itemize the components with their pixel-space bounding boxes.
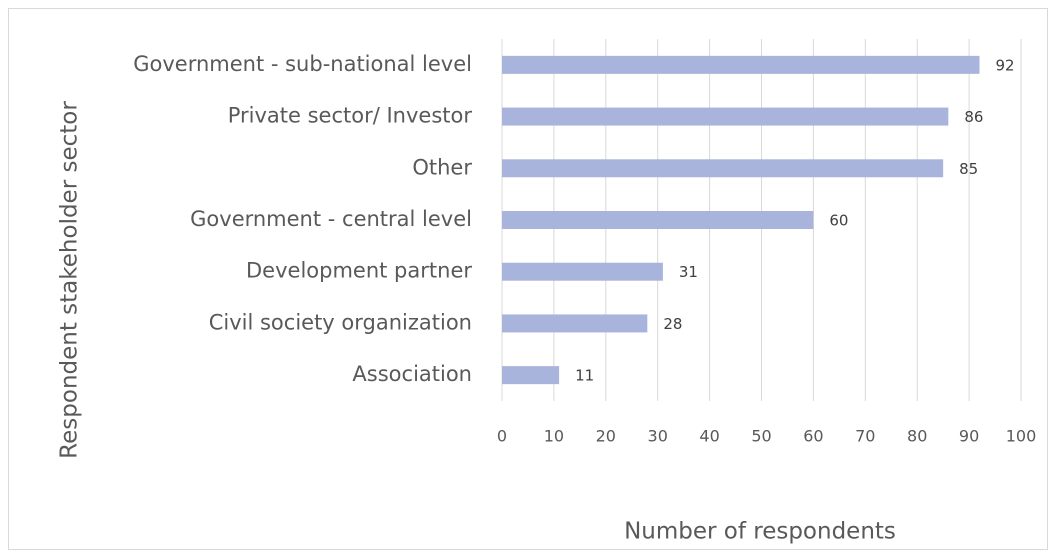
bar <box>502 55 980 74</box>
x-tick-label: 0 <box>497 427 507 446</box>
x-tick-label: 30 <box>648 427 668 446</box>
x-tick-label: 90 <box>959 427 979 446</box>
data-label: 85 <box>959 160 978 178</box>
y-tick-label: Other <box>412 155 472 179</box>
bar <box>502 366 560 385</box>
data-label: 11 <box>575 367 594 385</box>
x-tick-label: 20 <box>596 427 616 446</box>
y-tick-label: Government - sub-national level <box>133 52 472 76</box>
bar <box>502 159 944 178</box>
x-tick-label: 10 <box>544 427 564 446</box>
data-label: 86 <box>964 108 983 126</box>
data-label: 60 <box>829 212 848 230</box>
y-tick-label: Private sector/ Investor <box>228 104 473 128</box>
y-axis-title: Respondent stakeholder sector <box>57 101 83 459</box>
data-label: 92 <box>995 56 1014 74</box>
x-tick-label: 50 <box>751 427 771 446</box>
x-axis-title: Number of respondents <box>624 519 896 545</box>
data-label: 31 <box>679 263 698 281</box>
x-tick-label: 40 <box>699 427 719 446</box>
bar <box>502 211 814 229</box>
x-tick-label: 60 <box>803 427 823 446</box>
y-tick-label: Government - central level <box>190 207 472 231</box>
x-tick-label: 100 <box>1006 427 1037 446</box>
x-tick-label: 80 <box>907 427 927 446</box>
bar <box>502 314 648 333</box>
bar <box>502 107 949 126</box>
data-label: 28 <box>663 315 682 333</box>
y-tick-label: Civil society organization <box>209 310 472 334</box>
bar <box>502 262 663 281</box>
y-tick-label: Association <box>352 362 472 386</box>
y-tick-label: Development partner <box>246 259 472 283</box>
x-tick-label: 70 <box>855 427 875 446</box>
